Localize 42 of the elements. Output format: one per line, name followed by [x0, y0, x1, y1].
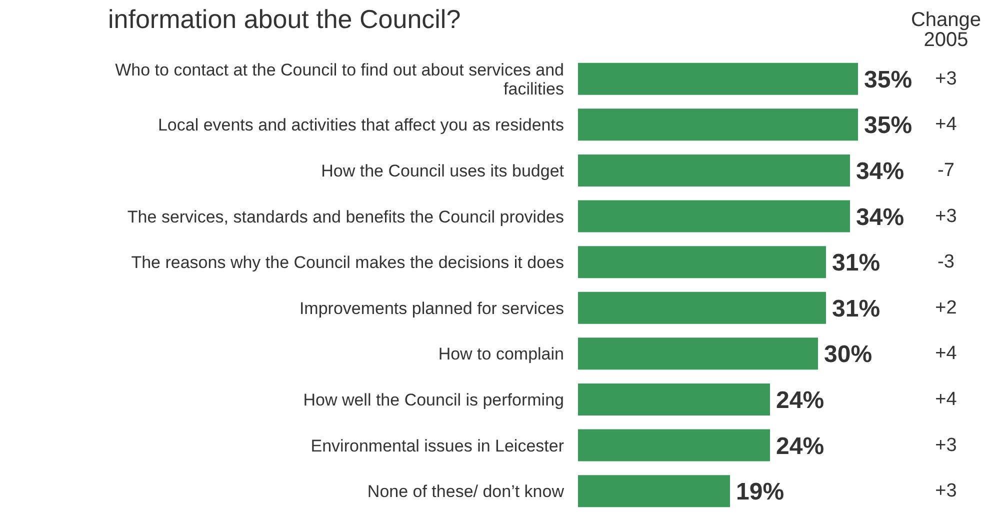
data-label: 34% [856, 204, 904, 231]
y-tick-label: Environmental issues in Leicester [310, 436, 564, 455]
bar [578, 383, 770, 416]
data-label: 24% [776, 386, 824, 414]
y-tick-label: Improvements planned for services [299, 298, 564, 318]
bar [578, 475, 730, 508]
y-tick-label: Who to contact at the Council to find out about services and facilities [115, 60, 564, 98]
data-label: 35% [864, 66, 912, 94]
text: -7 [938, 160, 954, 181]
bar [578, 108, 858, 141]
bar [578, 154, 850, 186]
data-label: 30% [824, 341, 872, 368]
text: +4 [935, 114, 958, 136]
text: +3 [935, 480, 957, 502]
bar [578, 292, 826, 324]
data-label: 31% [832, 295, 880, 322]
y-tick-label: How well the Council is performing [303, 390, 564, 409]
y-tick-label: The reasons why the Council makes the decisions it does [131, 252, 564, 272]
text: Change 2005 [910, 9, 982, 51]
y-tick-label: The services, standards and benefits the Council provides [127, 206, 564, 226]
text: +2 [935, 297, 957, 318]
data-label: 35% [864, 112, 912, 140]
bar [578, 429, 770, 462]
text: -3 [938, 252, 954, 273]
data-label: 34% [856, 158, 904, 185]
bar [578, 62, 858, 95]
bar [578, 246, 826, 278]
y-tick-label: Local events and activities that affect you as residents [158, 115, 564, 134]
data-label: 19% [736, 478, 784, 506]
bar [578, 200, 850, 232]
bar [578, 338, 818, 370]
data-label: 31% [832, 250, 880, 277]
data-label: 24% [776, 432, 824, 460]
text: +3 [935, 68, 957, 90]
y-tick-label: How to complain [438, 344, 564, 364]
text: +3 [935, 434, 957, 456]
y-tick-label: None of these/ don’t know [367, 482, 565, 501]
text: +4 [935, 343, 958, 364]
text: +4 [935, 388, 958, 410]
y-tick-label: How the Council uses its budget [321, 161, 564, 180]
text: information about the Council? [108, 4, 461, 35]
text: +3 [935, 206, 957, 227]
